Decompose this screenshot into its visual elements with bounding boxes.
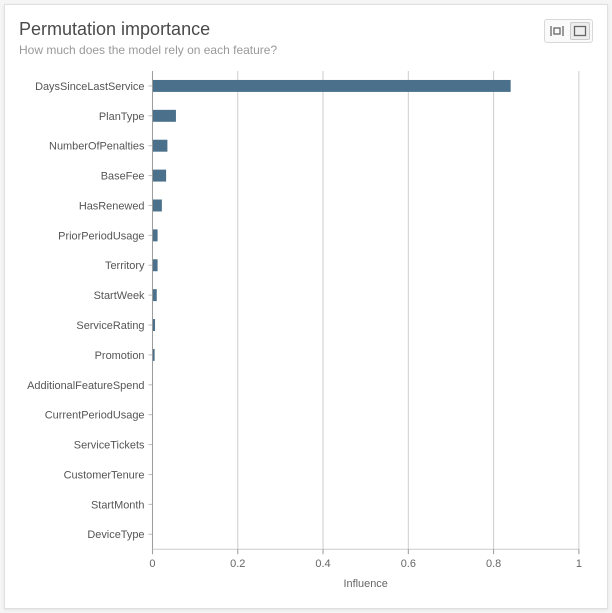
feature-label: DeviceType (87, 529, 144, 541)
feature-label: AdditionalFeatureSpend (27, 380, 144, 392)
feature-label: DaysSinceLastService (35, 81, 144, 93)
zoom-fit-button[interactable] (547, 22, 567, 40)
bar-DaysSinceLastService (152, 80, 510, 92)
bar-NumberOfPenalties (152, 140, 167, 152)
bar-HasRenewed (152, 200, 161, 212)
x-tick-label: 0 (149, 558, 155, 570)
x-tick-label: 0.8 (486, 558, 501, 570)
bar-PriorPeriodUsage (152, 229, 157, 241)
fullscreen-icon (573, 25, 587, 37)
bar-Territory (152, 259, 157, 271)
bar-BaseFee (152, 170, 166, 182)
feature-label: NumberOfPenalties (49, 141, 145, 153)
feature-label: StartWeek (94, 290, 145, 302)
feature-label: PriorPeriodUsage (58, 230, 144, 242)
feature-label: Promotion (95, 350, 145, 362)
feature-label: StartMonth (91, 499, 145, 511)
x-tick-label: 1 (576, 558, 582, 570)
x-tick-label: 0.6 (401, 558, 416, 570)
feature-label: ServiceTickets (74, 440, 145, 452)
feature-importance-chart: DaysSinceLastService PlanType NumberOfPena… (13, 67, 593, 600)
feature-label: Territory (105, 260, 145, 272)
card-header: Permutation importance How much does the… (19, 19, 593, 57)
feature-label: ServiceRating (76, 320, 144, 332)
x-tick-label: 0.4 (315, 558, 330, 570)
chart-area: DaysSinceLastService PlanType NumberOfPena… (13, 67, 593, 600)
x-axis-label: Influence (343, 578, 387, 590)
feature-label: BaseFee (101, 171, 145, 183)
feature-label: CurrentPeriodUsage (45, 410, 145, 422)
chart-card: Permutation importance How much does the… (4, 4, 608, 609)
zoom-fit-icon (550, 25, 564, 37)
chart-title: Permutation importance (19, 19, 593, 40)
chart-toolbar (544, 19, 593, 43)
x-tick-label: 0.2 (230, 558, 245, 570)
bar-StartWeek (152, 289, 156, 301)
feature-label: PlanType (99, 111, 145, 123)
chart-subtitle: How much does the model rely on each fea… (19, 43, 593, 57)
bar-PlanType (152, 110, 175, 122)
fullscreen-button[interactable] (570, 22, 590, 40)
feature-label: HasRenewed (79, 200, 145, 212)
feature-label: CustomerTenure (64, 469, 145, 481)
